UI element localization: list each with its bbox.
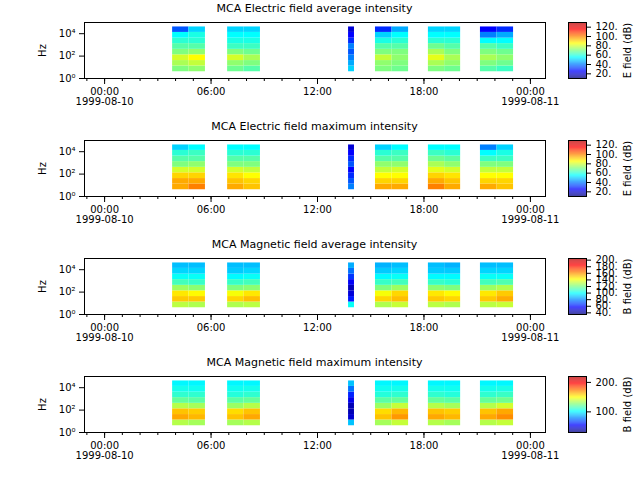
svg-text:10²: 10² (59, 286, 76, 297)
svg-text:00:001999-08-11: 00:001999-08-11 (501, 204, 559, 225)
svg-text:10⁰: 10⁰ (59, 427, 76, 438)
svg-text:06:00: 06:00 (197, 322, 226, 333)
svg-text:00:001999-08-10: 00:001999-08-10 (76, 86, 134, 107)
svg-text:18:00: 18:00 (410, 204, 439, 215)
svg-text:00:001999-08-11: 00:001999-08-11 (501, 86, 559, 107)
html-text:MCA Electric field average int: MCA Electric field average intensity (216, 2, 413, 15)
svg-text:18:00: 18:00 (410, 86, 439, 97)
svg-text:Hz: Hz (37, 162, 48, 175)
html-text:MCA Magnetic field maximum int: MCA Magnetic field maximum intensity (206, 356, 423, 369)
svg-text:80.: 80. (595, 293, 612, 305)
svg-text:80.: 80. (595, 158, 612, 169)
svg-text:E field (dB): E field (dB) (622, 23, 633, 78)
svg-text:06:00: 06:00 (197, 86, 226, 97)
svg-text:00:001999-08-10: 00:001999-08-10 (76, 322, 134, 343)
svg-text:100.: 100. (596, 406, 618, 417)
svg-text:10⁴: 10⁴ (59, 382, 76, 393)
svg-text:120.: 120. (596, 139, 618, 150)
svg-text:12:00: 12:00 (303, 204, 332, 215)
svg-text:100.: 100. (595, 287, 618, 299)
svg-text:Hz: Hz (37, 398, 48, 411)
svg-text:160.: 160. (595, 267, 618, 279)
svg-text:180.: 180. (595, 260, 618, 272)
svg-text:200.: 200. (596, 377, 618, 388)
svg-text:B field (dB): B field (dB) (622, 377, 633, 433)
svg-text:80.: 80. (595, 40, 612, 51)
svg-text:10⁰: 10⁰ (59, 191, 76, 202)
svg-text:12:00: 12:00 (303, 440, 332, 451)
svg-text:10⁴: 10⁴ (59, 28, 76, 39)
svg-text:18:00: 18:00 (410, 322, 439, 333)
svg-text:10⁴: 10⁴ (59, 146, 76, 157)
html-text:MCA Magnetic field average int: MCA Magnetic field average intensity (211, 238, 418, 251)
svg-text:40.: 40. (595, 58, 612, 70)
svg-text:00:001999-08-10: 00:001999-08-10 (76, 440, 134, 461)
svg-text:10⁰: 10⁰ (59, 73, 76, 84)
svg-text:120.: 120. (596, 21, 618, 32)
svg-text:200.: 200. (596, 254, 618, 265)
svg-text:E field (dB): E field (dB) (622, 141, 633, 196)
svg-text:20.: 20. (595, 186, 612, 197)
svg-text:40.: 40. (595, 307, 612, 319)
svg-text:60.: 60. (595, 300, 612, 312)
svg-text:120.: 120. (595, 280, 618, 292)
svg-text:40.: 40. (595, 176, 612, 188)
svg-text:06:00: 06:00 (197, 440, 226, 451)
svg-text:100.: 100. (595, 148, 618, 160)
svg-text:00:001999-08-11: 00:001999-08-11 (501, 440, 559, 461)
svg-text:100.: 100. (595, 30, 618, 42)
svg-text:12:00: 12:00 (303, 86, 332, 97)
svg-text:06:00: 06:00 (197, 204, 226, 215)
svg-text:18:00: 18:00 (410, 440, 439, 451)
svg-text:140.: 140. (595, 274, 618, 286)
svg-text:10⁴: 10⁴ (59, 264, 76, 275)
svg-text:60.: 60. (595, 49, 612, 61)
svg-text:00:001999-08-11: 00:001999-08-11 (501, 322, 559, 343)
svg-text:Hz: Hz (37, 280, 48, 293)
svg-text:B field (dB): B field (dB) (622, 259, 633, 315)
svg-text:60.: 60. (595, 167, 612, 179)
svg-text:Hz: Hz (37, 44, 48, 57)
svg-text:12:00: 12:00 (303, 322, 332, 333)
svg-text:10²: 10² (59, 404, 76, 415)
svg-text:10²: 10² (59, 50, 76, 61)
svg-text:10⁰: 10⁰ (59, 309, 76, 320)
html-text:MCA Electric field maximum int: MCA Electric field maximum intensity (211, 120, 418, 133)
svg-text:10²: 10² (59, 168, 76, 179)
svg-text:20.: 20. (595, 68, 612, 79)
svg-text:00:001999-08-10: 00:001999-08-10 (76, 204, 134, 225)
